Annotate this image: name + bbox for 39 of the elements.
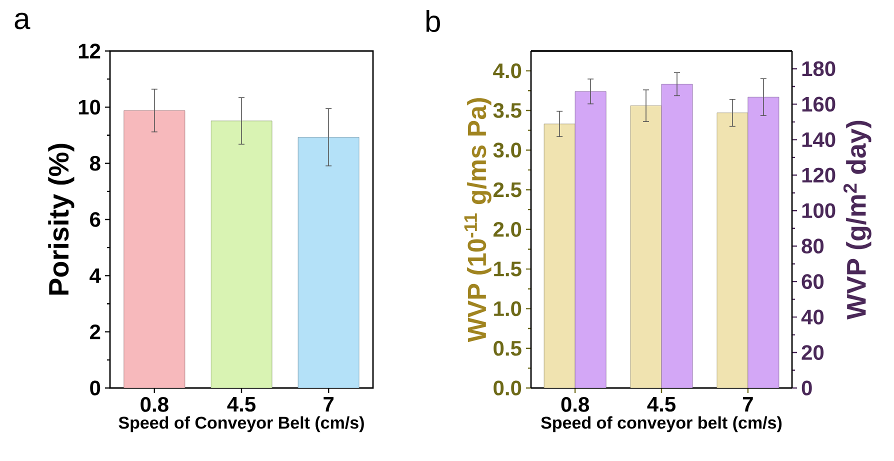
- y-tick-label: 4.0: [493, 63, 522, 78]
- y-tick-label: 1.5: [494, 262, 522, 276]
- y-tick-label: 0.5: [494, 340, 522, 356]
- y2-tick-label: 40: [801, 310, 824, 324]
- y-tick-label: 0: [90, 380, 100, 396]
- y2-tick-label: 80: [802, 238, 824, 254]
- x-axis-title: Speed of Conveyor Belt (cm/s): [118, 416, 364, 432]
- y-tick-label: 2.0: [494, 222, 522, 237]
- y2-tick-label: 60: [802, 274, 824, 290]
- y2-tick-label: 120: [802, 168, 836, 183]
- y-tick-label: 4: [90, 268, 101, 283]
- x-tick-label: 4.5: [647, 397, 676, 412]
- x-tick-label: 7: [743, 397, 753, 412]
- x-axis-title: Speed of conveyor belt (cm/s): [541, 416, 782, 432]
- chart-title: b: [426, 10, 440, 32]
- y-tick-label: 1.0: [494, 301, 522, 316]
- y-axis-title: WVP (10$^{-11}$ g/ms Pa): [464, 98, 492, 342]
- y-tick-label: 2.5: [494, 182, 522, 198]
- y2-tick-label: 140: [802, 132, 836, 148]
- x-tick-label: 4.5: [227, 397, 256, 412]
- y2-tick-label: 180: [802, 61, 836, 76]
- y-tick-label: 2: [90, 324, 100, 340]
- y-tick-label: 6: [90, 212, 100, 227]
- y-tick-label: 3.5: [493, 103, 522, 118]
- y-tick-label: 0.0: [494, 380, 522, 396]
- x-tick-label: 0.8: [140, 397, 168, 412]
- y2-axis-title: WVP (g/m$^{2}$ day): [843, 120, 872, 320]
- chart-title: a: [14, 12, 30, 30]
- x-tick-label: 7: [324, 397, 334, 412]
- y-tick-label: 3.0: [493, 142, 522, 158]
- y2-tick-label: 0: [802, 380, 812, 396]
- y-axis-title: Porisity (%): [48, 144, 74, 295]
- y2-tick-label: 100: [802, 203, 836, 218]
- y-tick-label: 12: [78, 44, 100, 58]
- y2-tick-label: 20: [802, 345, 824, 360]
- y-tick-label: 10: [78, 100, 100, 115]
- x-tick-label: 0.8: [561, 397, 590, 412]
- y2-tick-label: 160: [802, 96, 836, 112]
- y-tick-label: 8: [90, 156, 100, 171]
